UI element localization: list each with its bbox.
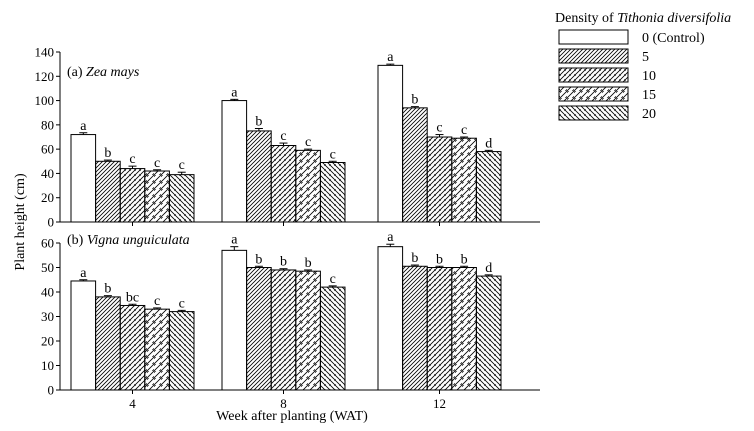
y-tick-label: 100	[35, 93, 55, 108]
bar	[70, 280, 97, 391]
significance-letter: c	[280, 129, 286, 144]
bar	[95, 160, 121, 223]
bar	[475, 151, 502, 223]
significance-letter: c	[179, 158, 185, 173]
y-tick-label: 30	[41, 309, 54, 324]
bar	[246, 130, 272, 223]
y-axis-label: Plant height (cm)	[13, 173, 28, 271]
legend-swatch-2	[558, 67, 629, 83]
significance-letter: a	[231, 85, 238, 100]
bar	[295, 149, 321, 223]
significance-letter: bc	[126, 290, 139, 305]
y-tick-label: 60	[41, 236, 54, 251]
bar	[119, 304, 146, 391]
legend: 0 (Control) 5 10 15 20	[558, 29, 705, 122]
significance-letter: c	[330, 147, 336, 162]
significance-letter: c	[330, 272, 336, 287]
y-tick-label: 120	[35, 69, 55, 84]
y-tick-label: 80	[41, 117, 54, 132]
bar	[144, 170, 170, 223]
bar	[221, 249, 248, 391]
bar	[246, 267, 272, 391]
significance-letter: b	[436, 252, 443, 267]
bar	[377, 64, 404, 223]
significance-letter: b	[280, 255, 287, 270]
significance-letter: c	[179, 296, 185, 311]
significance-letter: c	[461, 123, 467, 138]
significance-letter: a	[80, 119, 87, 134]
bar	[270, 269, 297, 391]
significance-letter: a	[80, 266, 87, 281]
legend-label-0: 0 (Control)	[642, 31, 705, 46]
bar	[475, 275, 502, 391]
legend-swatch-4	[558, 105, 629, 121]
significance-letter: b	[461, 252, 468, 267]
y-tick-label: 140	[35, 45, 55, 60]
significance-letter: c	[305, 135, 311, 150]
legend-label-2: 10	[642, 69, 656, 84]
y-tick-label: 40	[41, 166, 54, 181]
bar	[402, 107, 428, 223]
y-tick-label: 40	[41, 285, 54, 300]
bar	[270, 145, 297, 223]
bar	[451, 137, 477, 223]
bar	[95, 296, 121, 391]
bar	[70, 134, 97, 223]
significance-letter: c	[436, 121, 442, 136]
bar	[377, 246, 404, 391]
bar	[168, 311, 195, 391]
y-tick-label: 20	[41, 190, 54, 205]
bar	[426, 136, 453, 223]
bar	[319, 162, 346, 223]
panel-a-title: (a) Zea mays	[67, 65, 140, 80]
y-tick-label: 0	[48, 383, 55, 398]
significance-letter: b	[305, 256, 312, 271]
significance-letter: c	[154, 294, 160, 309]
bar	[221, 100, 248, 223]
legend-label-4: 20	[642, 107, 656, 122]
significance-letter: a	[387, 50, 394, 65]
legend-title: Density of Tithonia diversifolia	[555, 11, 731, 26]
significance-letter: c	[154, 156, 160, 171]
y-tick-label: 10	[41, 358, 54, 373]
y-tick-label: 0	[48, 215, 55, 230]
legend-label-1: 5	[642, 50, 649, 65]
significance-letter: b	[104, 282, 111, 297]
legend-swatch-0	[558, 29, 629, 45]
significance-letter: c	[129, 152, 135, 167]
x-tick-label: 8	[280, 396, 287, 411]
y-tick-label: 50	[41, 260, 54, 275]
significance-letter: b	[411, 93, 418, 108]
bar	[426, 267, 453, 391]
x-tick-label: 4	[129, 396, 136, 411]
bar	[144, 308, 170, 391]
bar	[319, 286, 346, 391]
significance-letter: d	[485, 261, 492, 276]
legend-swatch-3	[558, 86, 629, 102]
panel-vigna-unguiculata: (b) Vigna unguiculata 01020304050604abbc…	[41, 230, 540, 411]
significance-letter: a	[231, 233, 238, 248]
bar	[295, 270, 321, 391]
bar	[402, 265, 428, 391]
significance-letter: b	[255, 115, 262, 130]
y-tick-label: 60	[41, 142, 54, 157]
x-axis-label: Week after planting (WAT)	[216, 409, 368, 424]
x-tick-label: 12	[433, 396, 446, 411]
legend-swatch-1	[558, 48, 629, 64]
y-tick-label: 20	[41, 334, 54, 349]
bar	[119, 168, 146, 223]
panel-b-title: (b) Vigna unguiculata	[67, 233, 190, 248]
significance-letter: d	[485, 136, 492, 151]
legend-label-3: 15	[642, 88, 656, 103]
bar	[168, 174, 195, 223]
panel-zea-mays: (a) Zea mays 0 20 40 60 80 100 120 140 a b c c c a b c c…	[35, 45, 540, 230]
significance-letter: b	[104, 146, 111, 161]
significance-letter: b	[411, 251, 418, 266]
significance-letter: b	[255, 252, 262, 267]
significance-letter: a	[387, 230, 394, 245]
bar	[451, 267, 477, 391]
